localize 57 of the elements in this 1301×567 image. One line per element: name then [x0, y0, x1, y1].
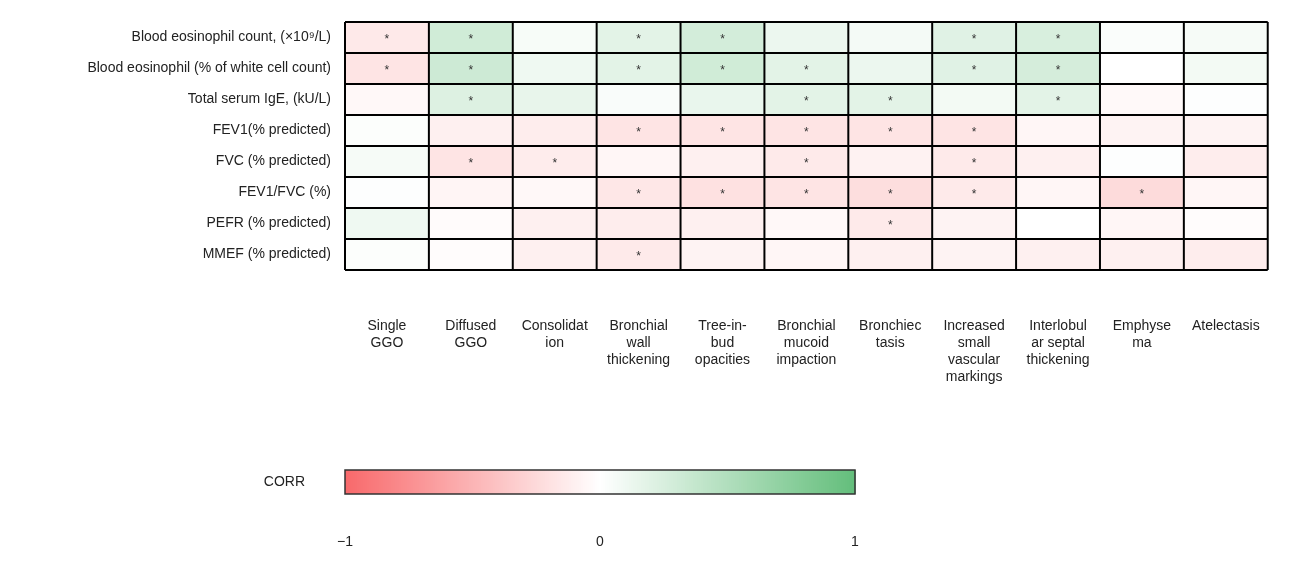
- color-bar-title: CORR: [263, 472, 305, 489]
- y-tick-label: MMEF (% predicted): [202, 245, 331, 262]
- data-label: *: [468, 31, 474, 46]
- data-label: *: [887, 124, 893, 139]
- x-tick-label: Bronchiec tasis: [859, 317, 922, 351]
- y-tick-label: FEV1(% predicted): [212, 121, 331, 138]
- data-label: *: [468, 62, 474, 77]
- data-label: *: [1055, 31, 1061, 46]
- data-label: *: [384, 62, 390, 77]
- x-tick-label: Emphyse ma: [1112, 317, 1172, 351]
- data-label: *: [720, 62, 726, 77]
- data-label: *: [636, 124, 642, 139]
- x-tick-label: Tree-in- bud opacities: [694, 317, 751, 367]
- color-bar-label: 1: [851, 532, 860, 549]
- data-label: *: [887, 217, 893, 232]
- data-label: *: [804, 155, 810, 170]
- data-label: *: [971, 31, 977, 46]
- y-tick-label: FVC (% predicted): [215, 152, 331, 169]
- x-tick-label: Consolidat ion: [521, 317, 588, 351]
- x-tick-label: Single GGO: [367, 317, 407, 351]
- data-label: *: [971, 155, 977, 170]
- data-label: *: [384, 31, 390, 46]
- data-label: *: [636, 31, 642, 46]
- y-tick-label: Blood eosinophil count, (×10⁹/L): [131, 28, 331, 45]
- color-bar-label: 0: [596, 532, 605, 549]
- y-tick-label: Blood eosinophil (% of white cell count): [87, 59, 331, 76]
- data-label: *: [720, 124, 726, 139]
- data-label: *: [804, 124, 810, 139]
- data-label: *: [1139, 186, 1145, 201]
- x-tick-label: Atelectasis: [1191, 317, 1260, 334]
- data-label: *: [804, 62, 810, 77]
- y-tick-label: PEFR (% predicted): [206, 214, 331, 231]
- x-tick-label: Bronchial wall thickening: [607, 317, 671, 367]
- data-label: *: [720, 186, 726, 201]
- data-label: *: [1055, 62, 1061, 77]
- data-label: *: [720, 31, 726, 46]
- data-label: *: [468, 93, 474, 108]
- data-label: *: [804, 186, 810, 201]
- y-tick-label: FEV1/FVC (%): [238, 183, 331, 200]
- data-label: *: [636, 248, 642, 263]
- data-label: *: [971, 62, 977, 77]
- x-tick-label: Diffused GGO: [445, 317, 497, 351]
- data-label: *: [468, 155, 474, 170]
- data-label: *: [1055, 93, 1061, 108]
- data-label: *: [552, 155, 558, 170]
- x-tick-label: Bronchial mucoid impaction: [776, 317, 837, 367]
- data-label: *: [636, 62, 642, 77]
- data-label: *: [636, 186, 642, 201]
- x-tick-label: Interlobul ar septal thickening: [1026, 317, 1090, 367]
- data-label: *: [887, 93, 893, 108]
- color-bar-label: −1: [337, 532, 354, 549]
- x-tick-label: Increased small vascular markings: [943, 317, 1005, 384]
- data-label: *: [887, 186, 893, 201]
- data-label: *: [971, 186, 977, 201]
- data-label: *: [804, 93, 810, 108]
- y-tick-label: Total serum IgE, (kU/L): [187, 90, 331, 107]
- data-label: *: [971, 124, 977, 139]
